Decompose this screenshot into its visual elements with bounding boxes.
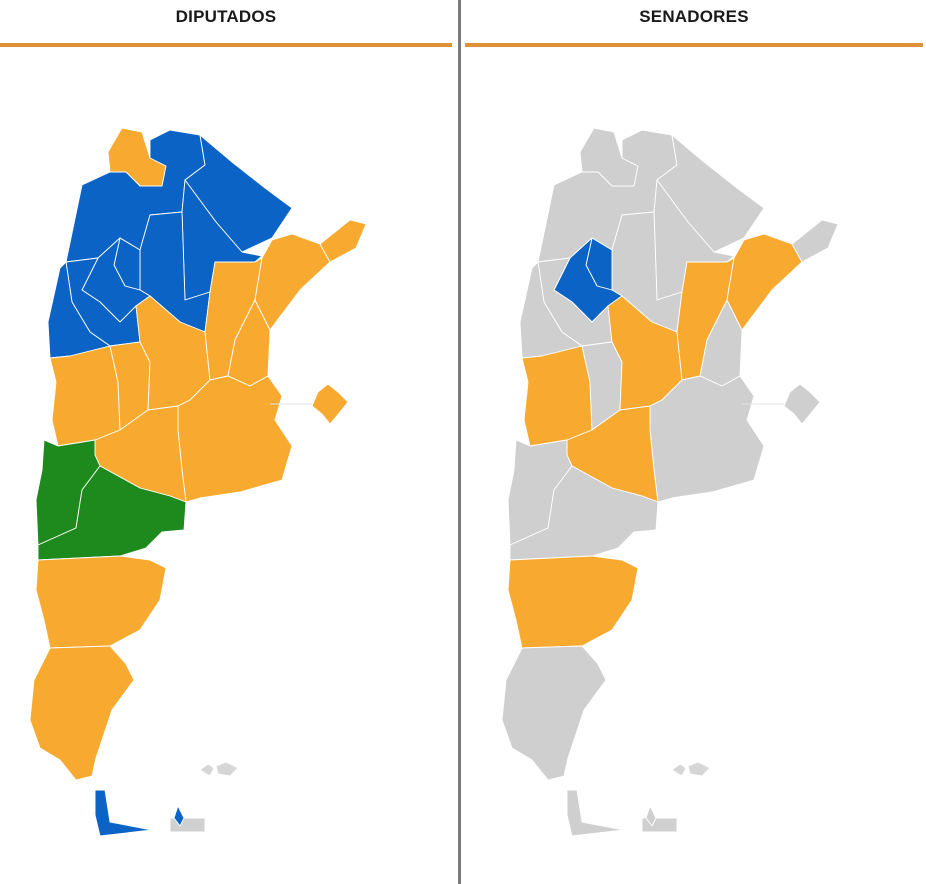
- province-santa-cruz[interactable]: [501, 645, 607, 781]
- title-underline: [0, 43, 452, 47]
- province-formosa[interactable]: [184, 134, 293, 253]
- province-tierra-del-fuego[interactable]: [94, 789, 153, 837]
- province-mendoza[interactable]: [521, 345, 593, 447]
- malvinas-islands: [671, 761, 711, 777]
- province-buenos-aires[interactable]: [649, 375, 765, 503]
- map-diputados: [29, 127, 367, 837]
- malvinas-islands: [199, 761, 239, 777]
- title-underline: [465, 43, 923, 47]
- panel-title-diputados: DIPUTADOS: [175, 7, 277, 26]
- province-rio-negro[interactable]: [509, 465, 659, 561]
- province-corrientes[interactable]: [254, 233, 331, 331]
- province-chubut[interactable]: [507, 555, 639, 649]
- province-rio-negro[interactable]: [37, 465, 187, 561]
- antarctic-sector: [173, 805, 185, 827]
- province-corrientes[interactable]: [726, 233, 803, 331]
- province-tierra-del-fuego[interactable]: [566, 789, 625, 837]
- province-buenos-aires[interactable]: [177, 375, 293, 503]
- panel-divider: [458, 0, 461, 884]
- antarctic-sector: [645, 805, 657, 827]
- map-senadores: [501, 127, 839, 837]
- province-santa-cruz[interactable]: [29, 645, 135, 781]
- province-misiones[interactable]: [319, 219, 367, 263]
- province-caba-inset[interactable]: [783, 383, 821, 425]
- province-formosa[interactable]: [656, 134, 765, 253]
- province-mendoza[interactable]: [49, 345, 121, 447]
- province-caba-inset[interactable]: [311, 383, 349, 425]
- province-misiones[interactable]: [791, 219, 839, 263]
- panel-title-senadores: SENADORES: [639, 7, 749, 26]
- province-chubut[interactable]: [35, 555, 167, 649]
